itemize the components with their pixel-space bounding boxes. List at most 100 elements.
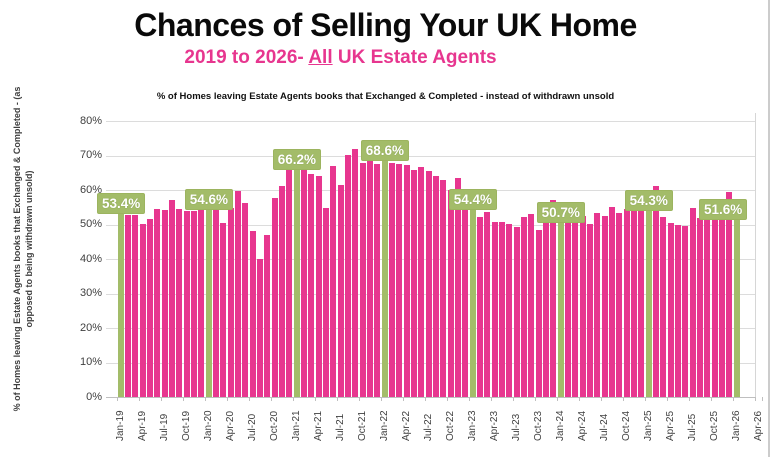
- bar-Jun-20: [242, 202, 249, 397]
- bar-Jun-24: [594, 212, 601, 397]
- x-tick-mark-Jul-24: [601, 397, 602, 401]
- x-tick-mark-Apr-19: [139, 397, 140, 401]
- bar-Mar-22: [396, 163, 403, 397]
- bar-Jan-23: [469, 209, 476, 397]
- bar-Sep-20: [264, 234, 271, 397]
- bar-Sep-19: [176, 208, 183, 397]
- x-tick-Jan-24: Jan-24: [554, 410, 566, 441]
- bar-Oct-25: [711, 216, 718, 397]
- data-label-Jan-24: 50.7%: [536, 202, 585, 224]
- y-axis-title-line1: % of Homes leaving Estate Agents books t…: [12, 86, 22, 412]
- bar-May-25: [674, 224, 681, 397]
- bar-Nov-21: [366, 161, 373, 397]
- gridline-70%: [106, 155, 755, 157]
- bar-Sep-25: [704, 216, 711, 397]
- bar-Aug-24: [608, 206, 615, 397]
- x-tick-mark-Apr-24: [579, 397, 580, 401]
- x-tick-Jan-25: Jan-25: [642, 410, 654, 441]
- x-tick-mark-Jan-26: [733, 397, 734, 401]
- bar-Sep-22: [440, 180, 447, 397]
- x-tick-mark-Jul-19: [161, 397, 162, 401]
- y-tick-80%: 80%: [79, 114, 102, 127]
- bar-Oct-21: [359, 163, 366, 397]
- bar-Apr-19: [139, 224, 146, 397]
- bar-Mar-23: [484, 212, 491, 397]
- x-tick-mark-Jan-23: [469, 397, 470, 401]
- x-tick-Apr-24: Apr-24: [576, 410, 588, 441]
- x-tick-Jul-23: Jul-23: [510, 413, 522, 441]
- data-label-Jan-23: 54.4%: [448, 189, 497, 211]
- x-tick-mark-Jan-20: [205, 397, 206, 401]
- bar-Jul-20: [249, 231, 256, 397]
- x-tick-Oct-24: Oct-24: [620, 410, 632, 441]
- bar-Feb-24: [564, 218, 571, 397]
- bar-Aug-22: [432, 175, 439, 397]
- x-tick-Oct-25: Oct-25: [708, 410, 720, 441]
- x-tick-mark-Oct-19: [183, 397, 184, 401]
- bar-Jan-26: [733, 218, 740, 397]
- x-tick-mark-Apr-22: [403, 397, 404, 401]
- plot-right-border: [755, 113, 756, 397]
- bar-Feb-25: [652, 185, 659, 397]
- bar-Dec-22: [462, 207, 469, 397]
- bar-May-22: [410, 170, 417, 397]
- x-tick-mark-Apr-23: [491, 397, 492, 401]
- bar-May-21: [322, 207, 329, 397]
- x-tick-Oct-22: Oct-22: [444, 410, 456, 441]
- data-label-Jan-20: 54.6%: [184, 188, 233, 210]
- bar-Apr-20: [227, 207, 234, 397]
- y-tick-10%: 10%: [79, 356, 102, 368]
- bar-Jul-24: [601, 215, 608, 397]
- subtitle-all-underlined: All: [308, 47, 333, 68]
- bar-Mar-21: [308, 173, 315, 397]
- x-tick-Apr-22: Apr-22: [400, 410, 412, 441]
- x-tick-mark-Oct-23: [535, 397, 536, 401]
- bar-Jul-19: [161, 210, 168, 397]
- bar-Jul-22: [425, 171, 432, 397]
- bar-Dec-25: [726, 191, 733, 397]
- x-tick-Jul-24: Jul-24: [598, 413, 610, 441]
- bar-Sep-21: [352, 148, 359, 397]
- x-tick-Oct-19: Oct-19: [180, 410, 192, 441]
- x-tick-Jan-21: Jan-21: [290, 410, 302, 441]
- x-tick-mark-Jan-24: [557, 397, 558, 401]
- data-label-Jan-22: 68.6%: [360, 140, 409, 162]
- y-axis-title-line2: opposed to being withdrawn unsold): [24, 170, 34, 328]
- bar-Jan-24: [557, 222, 564, 397]
- bar-Nov-24: [630, 209, 637, 397]
- x-tick-mark-Apr-25: [667, 397, 668, 401]
- bar-Dec-21: [374, 164, 381, 397]
- bar-Aug-21: [344, 154, 351, 397]
- bar-Oct-24: [623, 209, 630, 397]
- subtitle-prefix: 2019 to 2026-: [184, 47, 309, 68]
- bar-Apr-23: [491, 221, 498, 397]
- y-tick-40%: 40%: [79, 252, 102, 265]
- x-tick-Apr-20: Apr-20: [224, 410, 236, 441]
- gridline-80%: [106, 121, 755, 122]
- data-label-Jan-25: 54.3%: [624, 189, 673, 211]
- bar-Aug-20: [256, 259, 263, 397]
- bar-Oct-19: [183, 211, 190, 397]
- x-tick-mark-Oct-21: [359, 397, 360, 401]
- chart-title: Chances of Selling Your UK Home: [134, 7, 637, 43]
- bar-Jul-21: [337, 184, 344, 397]
- chart-subtitle: 2019 to 2026- All UK Estate Agents: [0, 47, 726, 69]
- bar-Jan-19: [117, 212, 124, 397]
- data-label-Jan-19: 53.4%: [97, 192, 146, 214]
- y-axis-title: % of Homes leaving Estate Agents books t…: [11, 59, 37, 439]
- y-tick-20%: 20%: [79, 321, 102, 334]
- x-tick-Oct-23: Oct-23: [532, 410, 544, 441]
- bar-Jun-22: [418, 166, 425, 397]
- bar-Nov-20: [278, 185, 285, 397]
- x-tick-mark-Oct-20: [271, 397, 272, 401]
- bar-Jan-22: [381, 160, 388, 397]
- x-tick-Jan-19: Jan-19: [114, 410, 126, 441]
- x-tick-Jul-19: Jul-19: [158, 413, 170, 441]
- x-tick-mark-Jul-25: [689, 397, 690, 401]
- bar-Dec-20: [286, 167, 293, 397]
- bar-Feb-22: [388, 163, 395, 397]
- x-tick-mark-Oct-22: [447, 397, 448, 401]
- x-tick-Jul-22: Jul-22: [422, 413, 434, 441]
- x-tick-Oct-21: Oct-21: [356, 410, 368, 441]
